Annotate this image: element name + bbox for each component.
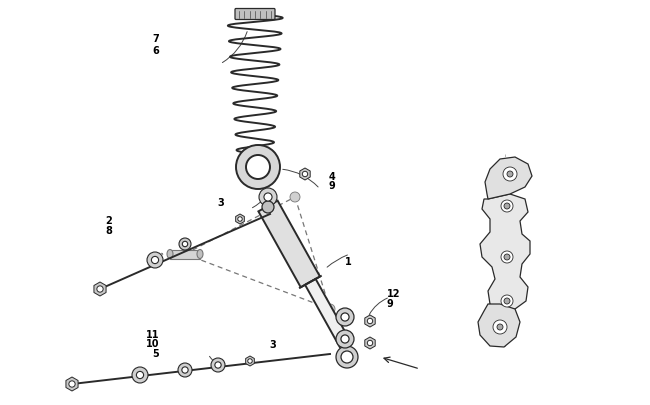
Circle shape bbox=[504, 298, 510, 304]
Circle shape bbox=[151, 257, 159, 264]
Circle shape bbox=[341, 335, 349, 343]
Text: 3: 3 bbox=[218, 198, 224, 207]
Circle shape bbox=[507, 172, 513, 177]
Circle shape bbox=[182, 367, 188, 373]
Circle shape bbox=[341, 351, 353, 363]
Polygon shape bbox=[480, 194, 530, 311]
Circle shape bbox=[97, 286, 103, 292]
Circle shape bbox=[132, 367, 148, 383]
Circle shape bbox=[493, 320, 507, 334]
Text: 3: 3 bbox=[270, 339, 276, 349]
FancyBboxPatch shape bbox=[235, 9, 275, 20]
Polygon shape bbox=[300, 168, 310, 181]
Circle shape bbox=[501, 200, 513, 213]
Circle shape bbox=[248, 359, 252, 363]
Circle shape bbox=[497, 324, 503, 330]
Polygon shape bbox=[170, 250, 200, 259]
Circle shape bbox=[501, 295, 513, 307]
Circle shape bbox=[182, 242, 188, 247]
Text: 12: 12 bbox=[387, 289, 400, 298]
Circle shape bbox=[336, 346, 358, 368]
Circle shape bbox=[69, 381, 75, 387]
Text: 2: 2 bbox=[105, 216, 112, 226]
Text: 6: 6 bbox=[153, 46, 159, 55]
Polygon shape bbox=[236, 215, 244, 224]
Text: 7: 7 bbox=[153, 34, 159, 43]
Polygon shape bbox=[94, 282, 106, 296]
Circle shape bbox=[236, 146, 280, 190]
Polygon shape bbox=[246, 356, 254, 366]
Circle shape bbox=[302, 172, 307, 177]
Circle shape bbox=[325, 304, 335, 314]
Circle shape bbox=[215, 362, 221, 368]
Polygon shape bbox=[478, 304, 520, 347]
Polygon shape bbox=[259, 201, 320, 288]
Polygon shape bbox=[66, 377, 78, 391]
Circle shape bbox=[262, 202, 274, 213]
Ellipse shape bbox=[167, 250, 173, 259]
Text: 1: 1 bbox=[344, 256, 351, 266]
Circle shape bbox=[367, 318, 372, 324]
Circle shape bbox=[341, 313, 349, 321]
Polygon shape bbox=[365, 315, 375, 327]
Text: 4: 4 bbox=[328, 171, 335, 181]
Circle shape bbox=[504, 254, 510, 260]
Text: 8: 8 bbox=[105, 226, 112, 236]
Text: 11: 11 bbox=[146, 329, 159, 339]
Ellipse shape bbox=[197, 250, 203, 259]
Text: 9: 9 bbox=[387, 298, 393, 308]
Circle shape bbox=[238, 217, 242, 222]
Circle shape bbox=[501, 252, 513, 263]
Text: 5: 5 bbox=[153, 348, 159, 358]
Circle shape bbox=[290, 192, 300, 202]
Circle shape bbox=[259, 189, 277, 207]
Circle shape bbox=[179, 239, 191, 250]
Circle shape bbox=[246, 156, 270, 179]
Circle shape bbox=[178, 363, 192, 377]
Polygon shape bbox=[365, 337, 375, 349]
Circle shape bbox=[147, 252, 163, 269]
Circle shape bbox=[336, 308, 354, 326]
Circle shape bbox=[367, 341, 372, 346]
Text: 10: 10 bbox=[146, 339, 159, 348]
Circle shape bbox=[503, 168, 517, 181]
Circle shape bbox=[136, 371, 144, 379]
Text: 9: 9 bbox=[328, 180, 335, 190]
Polygon shape bbox=[305, 279, 350, 347]
Polygon shape bbox=[485, 158, 532, 200]
Circle shape bbox=[504, 203, 510, 209]
Circle shape bbox=[336, 330, 354, 348]
Circle shape bbox=[211, 358, 225, 372]
Circle shape bbox=[264, 194, 272, 202]
